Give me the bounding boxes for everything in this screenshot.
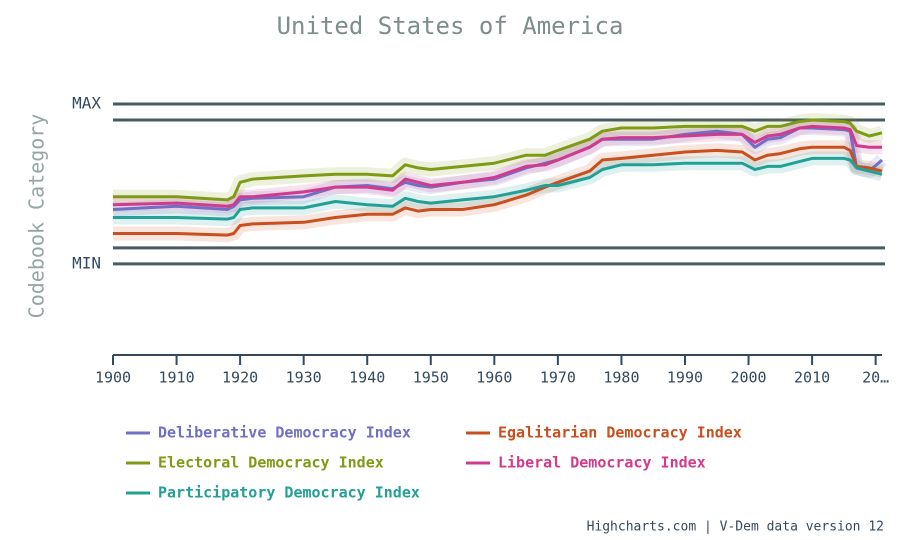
y-tick-label: MIN [72, 253, 101, 272]
legend-label: Participatory Democracy Index [158, 484, 420, 502]
x-tick-label: 1920 [222, 369, 258, 387]
y-axis-title: Codebook Category [25, 114, 49, 319]
x-tick-label: 1970 [540, 369, 576, 387]
chart-title: United States of America [277, 12, 624, 40]
x-tick-label: 1940 [349, 369, 385, 387]
x-tick-label: 1960 [476, 369, 512, 387]
series-line [112, 124, 882, 208]
series-line [113, 145, 883, 237]
legend-label: Deliberative Democracy Index [158, 424, 411, 442]
x-tick-label: 1930 [286, 369, 322, 387]
credits: Highcharts.com | V-Dem data version 12 [587, 520, 884, 535]
x-tick-label: 2000 [730, 369, 766, 387]
x-tick-label: 1950 [413, 369, 449, 387]
series-line [113, 156, 883, 221]
legend-label: Electoral Democracy Index [158, 454, 384, 472]
x-tick-label: 1910 [158, 369, 194, 387]
x-tick-label: 2010 [794, 369, 830, 387]
legend-label: Egalitarian Democracy Index [498, 424, 742, 442]
x-tick-label: 1990 [667, 369, 703, 387]
legend-label: Liberal Democracy Index [498, 454, 706, 472]
x-tick-label: 1980 [603, 369, 639, 387]
y-tick-label: MAX [72, 94, 101, 113]
x-tick-label: 20… [862, 369, 889, 387]
x-tick-label: 1900 [95, 369, 131, 387]
series-line [113, 118, 883, 202]
